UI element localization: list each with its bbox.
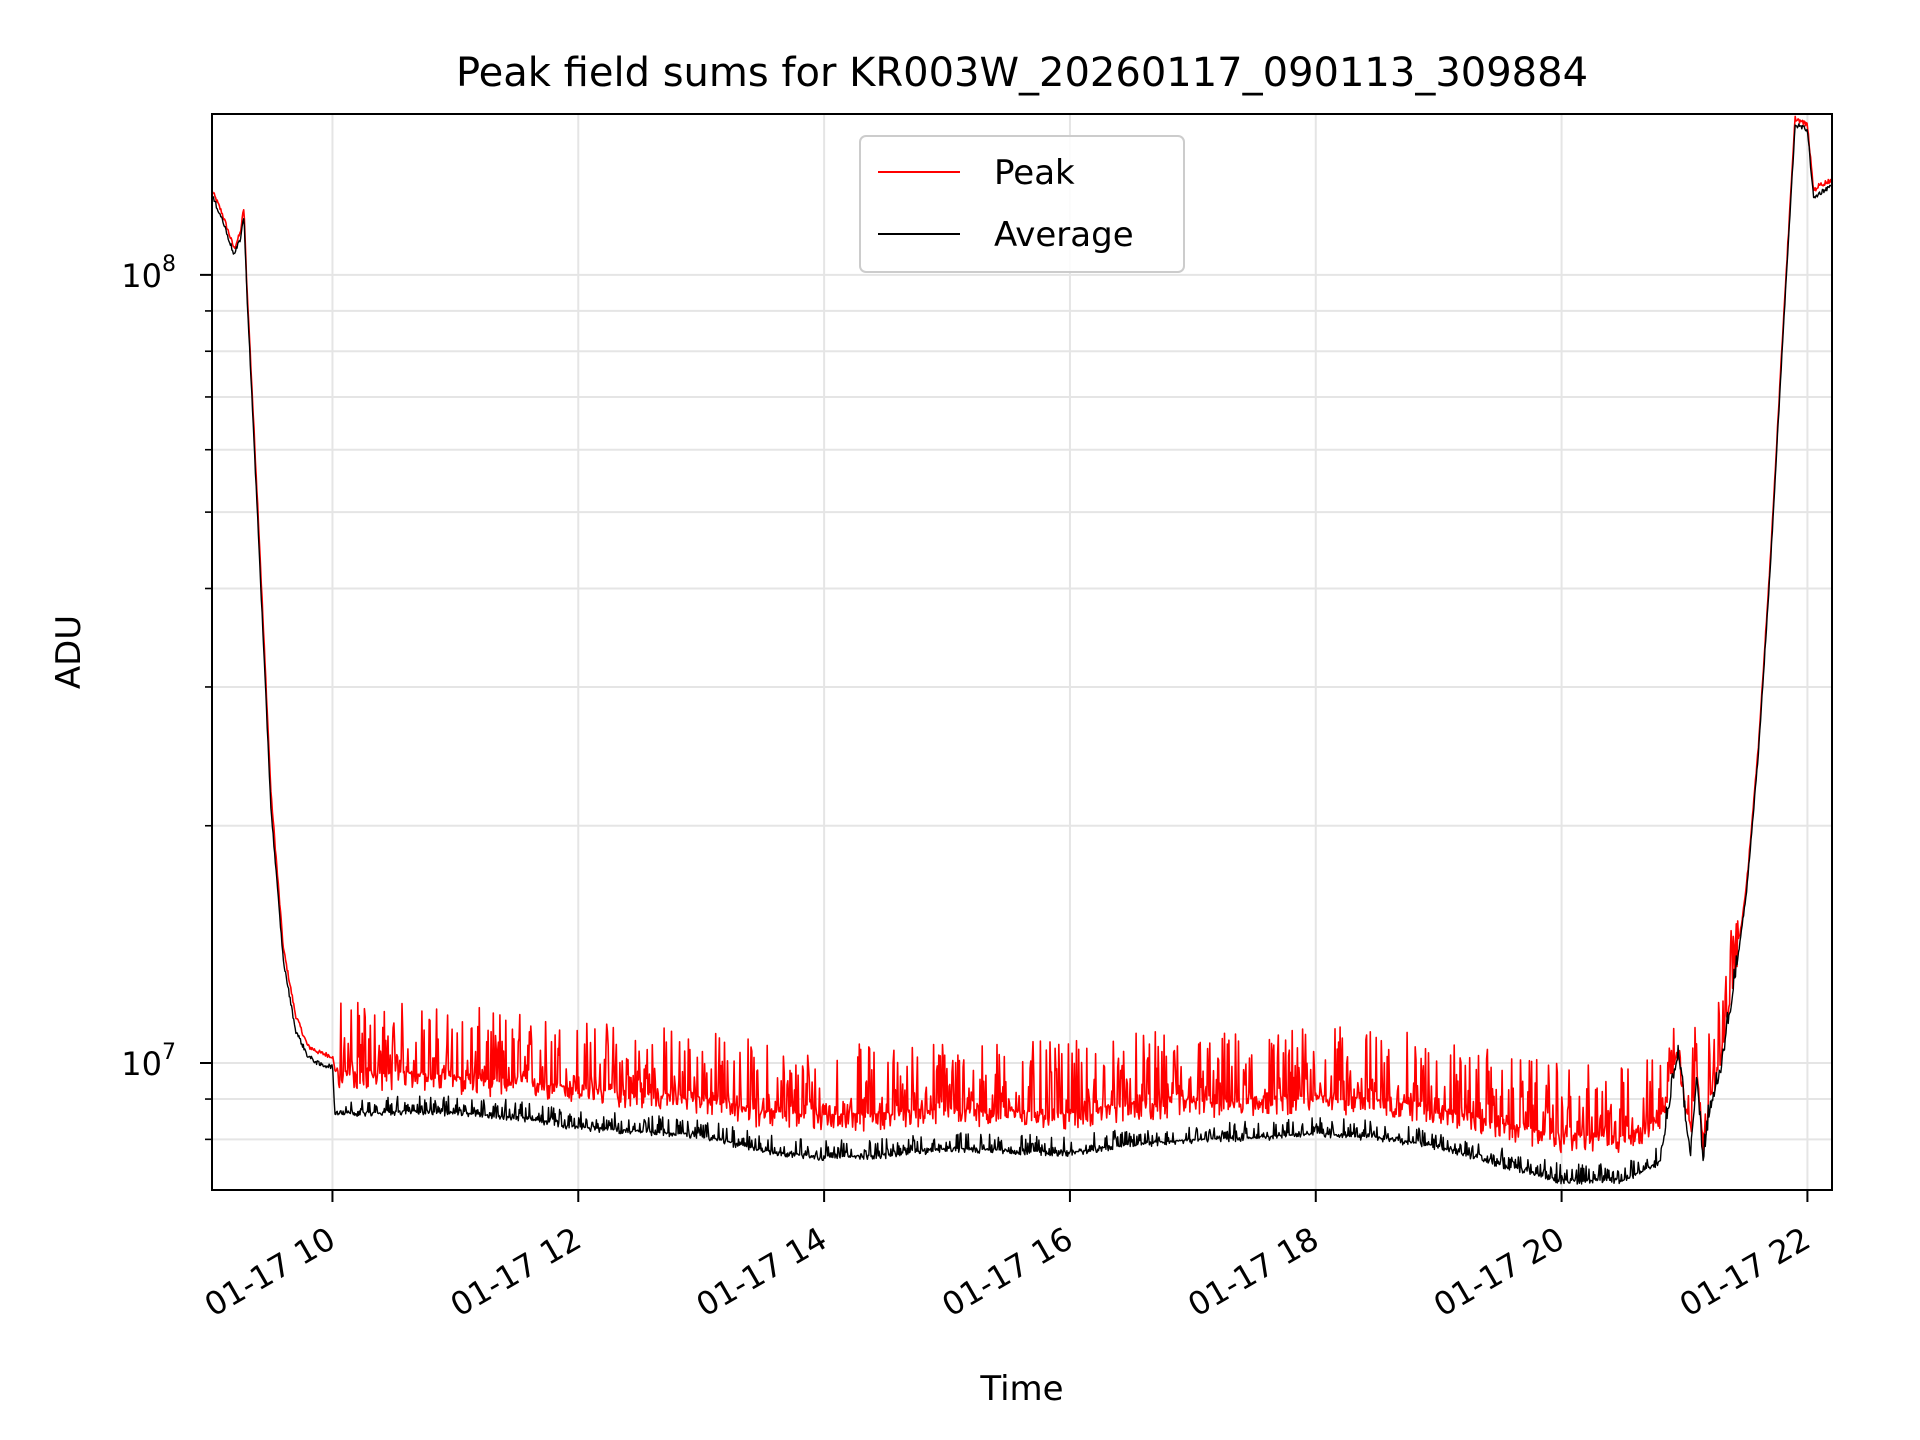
y-axis-label: ADU (49, 615, 89, 689)
legend: Peak Average (859, 135, 1185, 273)
y-tick-label: 108 (121, 252, 176, 295)
y-tick-exponent: 7 (162, 1040, 176, 1065)
legend-box (859, 135, 1185, 273)
y-tick-base: 10 (121, 1045, 162, 1083)
chart-title: Peak field sums for KR003W_20260117_0901… (456, 50, 1588, 96)
series-line-peak (211, 115, 1833, 1157)
y-tick-exponent: 8 (162, 252, 176, 277)
y-tick-label: 107 (121, 1040, 176, 1083)
axes-frame (211, 113, 1833, 1191)
series-line-average (211, 123, 1833, 1185)
grid (212, 114, 1832, 1190)
x-axis-label: Time (979, 1369, 1063, 1409)
legend-label-average: Average (994, 215, 1134, 255)
series-layer (211, 115, 1833, 1185)
legend-label-peak: Peak (994, 153, 1075, 193)
y-tick-base: 10 (121, 257, 162, 295)
